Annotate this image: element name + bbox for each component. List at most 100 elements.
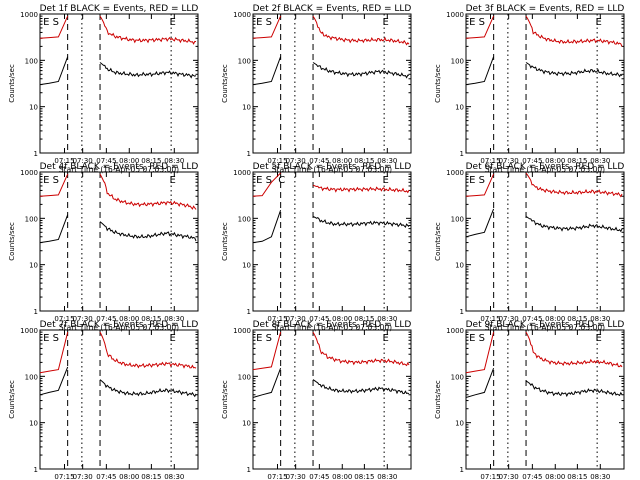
y-tick-label: 1 bbox=[247, 150, 251, 158]
y-tick-label: 100 bbox=[238, 57, 251, 65]
event-marker-0: E bbox=[469, 175, 475, 186]
x-tick-label: 07:15 bbox=[54, 473, 74, 480]
x-axis-label: Start Time (16-Apr-05 07:03:00) bbox=[485, 323, 605, 332]
y-tick-label: 100 bbox=[451, 57, 464, 65]
panel-title: Det 7f BLACK = Events, RED = LLD bbox=[40, 320, 199, 330]
y-tick-label: 1000 bbox=[446, 169, 464, 177]
event-marker-1: S bbox=[53, 333, 59, 344]
series-1-pre bbox=[39, 15, 69, 39]
series-1-line bbox=[312, 15, 410, 46]
y-tick-label: 100 bbox=[25, 373, 38, 381]
panel-title: Det 6f BLACK = Events, RED = LLD bbox=[466, 162, 625, 172]
y-axis-label: Counts/sec bbox=[8, 222, 16, 261]
x-tick-label: 08:00 bbox=[332, 157, 352, 165]
event-marker-2: E bbox=[170, 333, 176, 344]
x-axis-label: Start Time (16-Apr-05 07:03:00) bbox=[272, 165, 392, 174]
x-tick-label: 08:30 bbox=[377, 157, 397, 165]
x-tick-label: 08:30 bbox=[164, 157, 184, 165]
y-tick-label: 1000 bbox=[446, 327, 464, 335]
event-marker-0: E bbox=[469, 333, 475, 344]
x-tick-label: 08:00 bbox=[545, 157, 565, 165]
y-axis-label: Counts/sec bbox=[434, 380, 442, 419]
y-tick-label: 100 bbox=[238, 373, 251, 381]
x-tick-label: 07:30 bbox=[499, 157, 519, 165]
plot-frame bbox=[252, 171, 412, 312]
x-tick-label: 08:15 bbox=[141, 157, 161, 165]
event-marker-1: S bbox=[266, 175, 272, 186]
y-tick-label: 1000 bbox=[233, 327, 251, 335]
x-tick-label: 08:00 bbox=[545, 473, 565, 480]
panel-title: Det 2f BLACK = Events, RED = LLD bbox=[253, 4, 412, 14]
x-tick-label: 07:45 bbox=[309, 315, 329, 323]
series-1-line bbox=[99, 15, 197, 45]
event-marker-3: E bbox=[383, 175, 389, 186]
x-tick-label: 08:00 bbox=[332, 473, 352, 480]
y-tick-label: 1 bbox=[34, 466, 38, 474]
x-axis-label: Start Time (16-Apr-05 07:03:00) bbox=[485, 165, 605, 174]
x-tick-label: 07:30 bbox=[73, 315, 93, 323]
series-0-pre bbox=[39, 366, 69, 396]
x-tick-label: 07:45 bbox=[96, 315, 116, 323]
x-tick-label: 07:30 bbox=[73, 157, 93, 165]
series-1-pre bbox=[252, 15, 282, 39]
x-tick-label: 08:15 bbox=[354, 473, 374, 480]
event-marker-2: E bbox=[596, 175, 602, 186]
x-tick-label: 08:15 bbox=[354, 157, 374, 165]
plot-frame bbox=[252, 329, 412, 470]
event-marker-2: E bbox=[596, 333, 602, 344]
y-axis-label: Counts/sec bbox=[8, 64, 16, 103]
series-0-pre bbox=[39, 214, 69, 244]
y-tick-label: 100 bbox=[25, 215, 38, 223]
x-tick-label: 07:45 bbox=[522, 157, 542, 165]
x-tick-label: 08:30 bbox=[377, 473, 397, 480]
x-axis-label: Start Time (16-Apr-05 07:03:00) bbox=[59, 323, 179, 332]
series-1-line bbox=[525, 15, 623, 47]
event-marker-1: S bbox=[53, 175, 59, 186]
plot-frame bbox=[39, 329, 199, 470]
panel-title: Det 9f BLACK = Events, RED = LLD bbox=[466, 320, 625, 330]
x-tick-label: 07:15 bbox=[480, 473, 500, 480]
x-tick-label: 08:00 bbox=[545, 315, 565, 323]
x-tick-label: 07:45 bbox=[309, 473, 329, 480]
series-0-line bbox=[525, 62, 623, 78]
x-tick-label: 08:00 bbox=[119, 315, 139, 323]
y-tick-label: 1000 bbox=[233, 169, 251, 177]
event-marker-1: S bbox=[479, 175, 485, 186]
series-1-pre bbox=[39, 173, 69, 197]
x-tick-label: 07:45 bbox=[309, 157, 329, 165]
x-tick-label: 08:30 bbox=[590, 157, 610, 165]
event-marker-1: S bbox=[479, 17, 485, 28]
x-tick-label: 07:30 bbox=[73, 473, 93, 480]
y-tick-label: 10 bbox=[455, 420, 464, 428]
y-tick-label: 1 bbox=[34, 308, 38, 316]
y-tick-label: 1 bbox=[460, 308, 464, 316]
event-marker-2: E bbox=[596, 17, 602, 28]
series-1-line bbox=[312, 331, 410, 367]
x-tick-label: 08:30 bbox=[164, 473, 184, 480]
y-tick-label: 1 bbox=[460, 466, 464, 474]
plot-frame bbox=[39, 13, 199, 154]
series-1-pre bbox=[252, 172, 281, 197]
x-tick-label: 08:30 bbox=[590, 315, 610, 323]
event-marker-2: E bbox=[170, 175, 176, 186]
series-1-line bbox=[99, 331, 197, 369]
x-tick-label: 08:30 bbox=[590, 473, 610, 480]
y-tick-label: 1000 bbox=[20, 169, 38, 177]
y-tick-label: 100 bbox=[25, 57, 38, 65]
y-tick-label: 1 bbox=[247, 308, 251, 316]
x-tick-label: 07:15 bbox=[267, 315, 287, 323]
series-0-line bbox=[312, 62, 410, 79]
y-axis-label: Counts/sec bbox=[434, 64, 442, 103]
y-tick-label: 100 bbox=[451, 215, 464, 223]
series-0-line bbox=[99, 62, 197, 79]
plot-frame bbox=[465, 13, 625, 154]
y-tick-label: 10 bbox=[242, 104, 251, 112]
panel-2: Det 2f BLACK = Events, RED = LLD 1 10 100 10… bbox=[221, 4, 412, 174]
panel-1: Det 1f BLACK = Events, RED = LLD 1 10 100 10… bbox=[8, 4, 199, 174]
x-tick-label: 07:15 bbox=[54, 315, 74, 323]
y-tick-label: 10 bbox=[242, 420, 251, 428]
series-0-line bbox=[312, 379, 410, 395]
x-tick-label: 08:00 bbox=[119, 473, 139, 480]
series-0-line bbox=[99, 221, 197, 242]
